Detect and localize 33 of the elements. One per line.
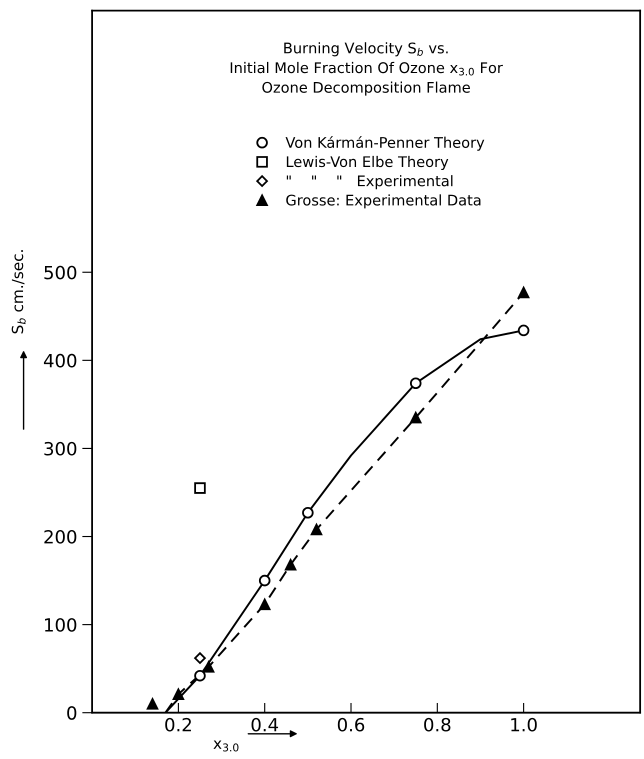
x-tick-label: 0.6 bbox=[338, 718, 364, 732]
point bbox=[284, 558, 296, 570]
y-tick-label: 500 bbox=[44, 266, 76, 280]
point bbox=[258, 574, 270, 586]
point bbox=[194, 652, 206, 664]
legend-label: Lewis-Von Elbe Theory bbox=[286, 156, 448, 170]
point bbox=[302, 506, 314, 519]
point bbox=[518, 286, 530, 298]
y-tick-label: 300 bbox=[44, 442, 76, 456]
point bbox=[258, 598, 270, 610]
y-tick-label: 0 bbox=[67, 706, 76, 720]
legend-label: Von Kármán-Penner Theory bbox=[286, 136, 484, 151]
x-tick-label: 0.8 bbox=[424, 718, 450, 732]
point bbox=[172, 688, 184, 700]
y-axis-title: S$_{b}$ cm./sec. bbox=[12, 250, 26, 334]
x-axis-title: x$_{3.0}$ bbox=[213, 740, 238, 752]
point bbox=[518, 324, 530, 336]
point bbox=[410, 412, 422, 424]
x-tick-label: 1.0 bbox=[511, 718, 537, 732]
y-tick-label: 200 bbox=[44, 530, 76, 544]
point bbox=[194, 670, 206, 682]
point bbox=[310, 524, 322, 536]
y-tick-label: 400 bbox=[44, 354, 76, 368]
y-tick-label: 100 bbox=[45, 618, 76, 632]
x-tick-label: 0.4 bbox=[252, 718, 278, 732]
x-tick-label: 0.2 bbox=[165, 718, 191, 732]
text: Burning Velocity S$_{b}$ vs. Initial Mole Fraction Of Ozone x$_{3.0}$ For Ozone Decomposition Flame bbox=[230, 42, 503, 96]
point bbox=[202, 661, 214, 673]
point bbox=[410, 377, 422, 390]
legend-label: Grosse: Experimental Data bbox=[286, 194, 480, 208]
point bbox=[146, 698, 158, 710]
point bbox=[194, 482, 206, 494]
legend-label: " " " Experimental bbox=[286, 175, 452, 190]
